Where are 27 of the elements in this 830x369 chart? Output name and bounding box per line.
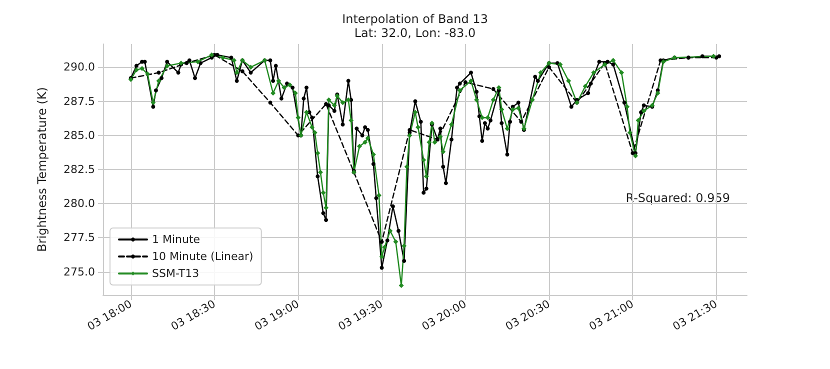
y-tick-label: 290.0 xyxy=(64,60,95,74)
point xyxy=(463,80,468,84)
point xyxy=(324,102,328,106)
point xyxy=(240,69,244,74)
chart-title: Interpolation of Band 13 xyxy=(342,12,488,26)
y-tick-label: 285.0 xyxy=(64,128,95,142)
legend-label: SSM-T13 xyxy=(152,267,200,280)
point xyxy=(491,87,496,92)
point xyxy=(408,128,412,132)
point xyxy=(380,240,384,244)
y-tick-label: 280.0 xyxy=(64,197,95,210)
point xyxy=(630,151,635,156)
point xyxy=(547,65,552,70)
point xyxy=(156,70,161,75)
point xyxy=(519,120,524,124)
legend-label: 10 Minute (Linear) xyxy=(152,250,254,263)
legend-label: 1 Minute xyxy=(152,233,200,246)
y-tick-label: 277.5 xyxy=(64,231,95,244)
y-tick-label: 275.0 xyxy=(64,265,95,278)
chart-subtitle: Lat: 32.0, Lon: -83.0 xyxy=(354,26,476,40)
y-tick-label: 282.5 xyxy=(64,163,95,176)
point xyxy=(436,137,440,142)
point xyxy=(686,56,690,60)
point xyxy=(184,61,189,66)
point xyxy=(268,100,272,105)
y-axis-title: Brightness Temperature (K) xyxy=(35,87,49,252)
y-tick-label: 287.5 xyxy=(64,94,95,108)
